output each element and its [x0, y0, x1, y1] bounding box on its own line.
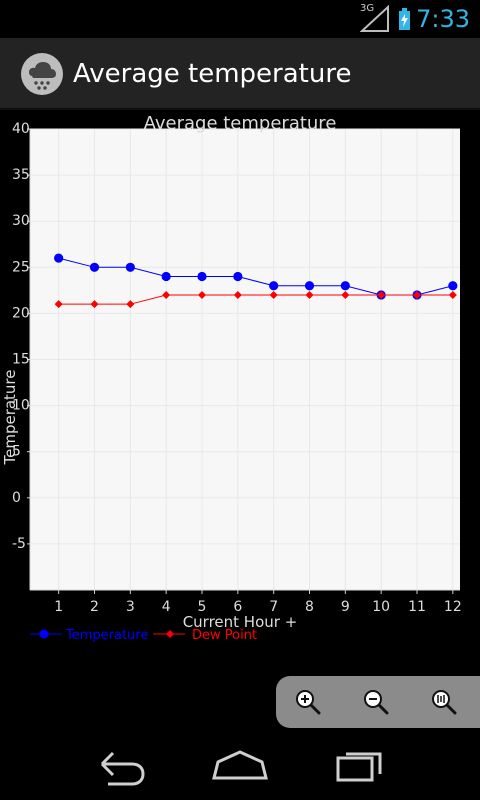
x-tick-label: 6 — [233, 599, 242, 615]
x-tick-label: 9 — [341, 599, 350, 615]
navigation-bar — [0, 730, 480, 800]
action-bar: Average temperature — [0, 38, 480, 110]
battery-icon — [399, 8, 410, 30]
y-tick-label: 40 — [12, 121, 30, 137]
temperature-point — [448, 281, 458, 291]
x-tick-label: 8 — [305, 599, 314, 615]
temperature-point — [125, 262, 135, 272]
dew-point-point — [198, 290, 206, 299]
x-axis-label: Current Hour + — [183, 613, 298, 631]
temperature-point — [269, 281, 279, 291]
dew-point-point — [90, 300, 99, 309]
clock-time: 7:33 — [416, 5, 470, 33]
dew-point-point — [126, 300, 135, 309]
y-tick-label: 30 — [12, 213, 30, 229]
x-tick-label: 12 — [444, 599, 462, 615]
recent-apps-icon[interactable] — [328, 744, 392, 788]
legend-label-dew-point: Dew Point — [192, 628, 257, 643]
temperature-point — [161, 271, 171, 282]
zoom-controls — [276, 676, 480, 728]
zoom-out-icon[interactable] — [360, 686, 392, 718]
signal-icon — [360, 5, 389, 32]
y-tick-label: 10 — [12, 398, 30, 414]
x-tick-label: 3 — [126, 599, 135, 615]
legend-marker-dew-point — [166, 630, 174, 638]
x-tick-label: 4 — [162, 599, 171, 615]
x-tick-label: 5 — [198, 599, 207, 615]
app-title: Average temperature — [73, 59, 352, 89]
zoom-in-icon[interactable] — [292, 686, 324, 718]
legend-marker-temperature — [39, 629, 49, 639]
dew-point-point — [269, 290, 278, 299]
y-tick-label: 25 — [12, 259, 30, 275]
dew-point-point — [54, 300, 63, 309]
dew-point-point — [448, 290, 457, 299]
x-tick-label: 2 — [90, 599, 99, 615]
temperature-point — [197, 271, 207, 282]
home-icon[interactable] — [208, 744, 272, 788]
x-tick-label: 11 — [408, 599, 426, 615]
back-icon[interactable] — [88, 744, 152, 788]
temperature-point — [89, 262, 100, 272]
y-tick-label: 15 — [12, 352, 30, 368]
chart-area: 40 35 30 25 20 15 10 5 0 -5 1 2 3 4 5 6 7 8 9 10 11 12 Average… — [0, 110, 480, 670]
status-bar: 3G 7:33 — [0, 0, 480, 38]
y-tick-label: 35 — [12, 167, 30, 183]
dew-point-point — [341, 290, 350, 299]
dew-point-point — [305, 290, 314, 299]
x-tick-label: 1 — [54, 599, 63, 615]
temperature-point — [340, 281, 350, 291]
chart-title: Average temperature — [144, 113, 337, 134]
y-axis-label: Temperature — [1, 369, 19, 465]
dew-point-point — [413, 290, 421, 299]
reset-zoom-icon[interactable] — [428, 686, 460, 718]
temperature-point — [54, 253, 64, 263]
dew-point-series-line — [58, 294, 453, 305]
legend-label-temperature: Temperature — [65, 628, 148, 643]
x-tick-label: 7 — [269, 599, 278, 615]
temperature-point — [304, 281, 315, 291]
y-tick-label: -5 — [12, 536, 26, 552]
dew-point-point — [233, 290, 242, 299]
dew-point-point — [162, 290, 171, 299]
y-tick-label: 5 — [12, 444, 21, 460]
temperature-point — [233, 271, 243, 282]
y-tick-label: 20 — [12, 305, 30, 321]
y-tick-label: 0 — [12, 490, 21, 506]
dew-point-point — [377, 290, 386, 299]
weather-cloud-icon[interactable] — [20, 52, 64, 96]
network-type: 3G — [360, 3, 375, 14]
x-tick-label: 10 — [372, 599, 390, 615]
